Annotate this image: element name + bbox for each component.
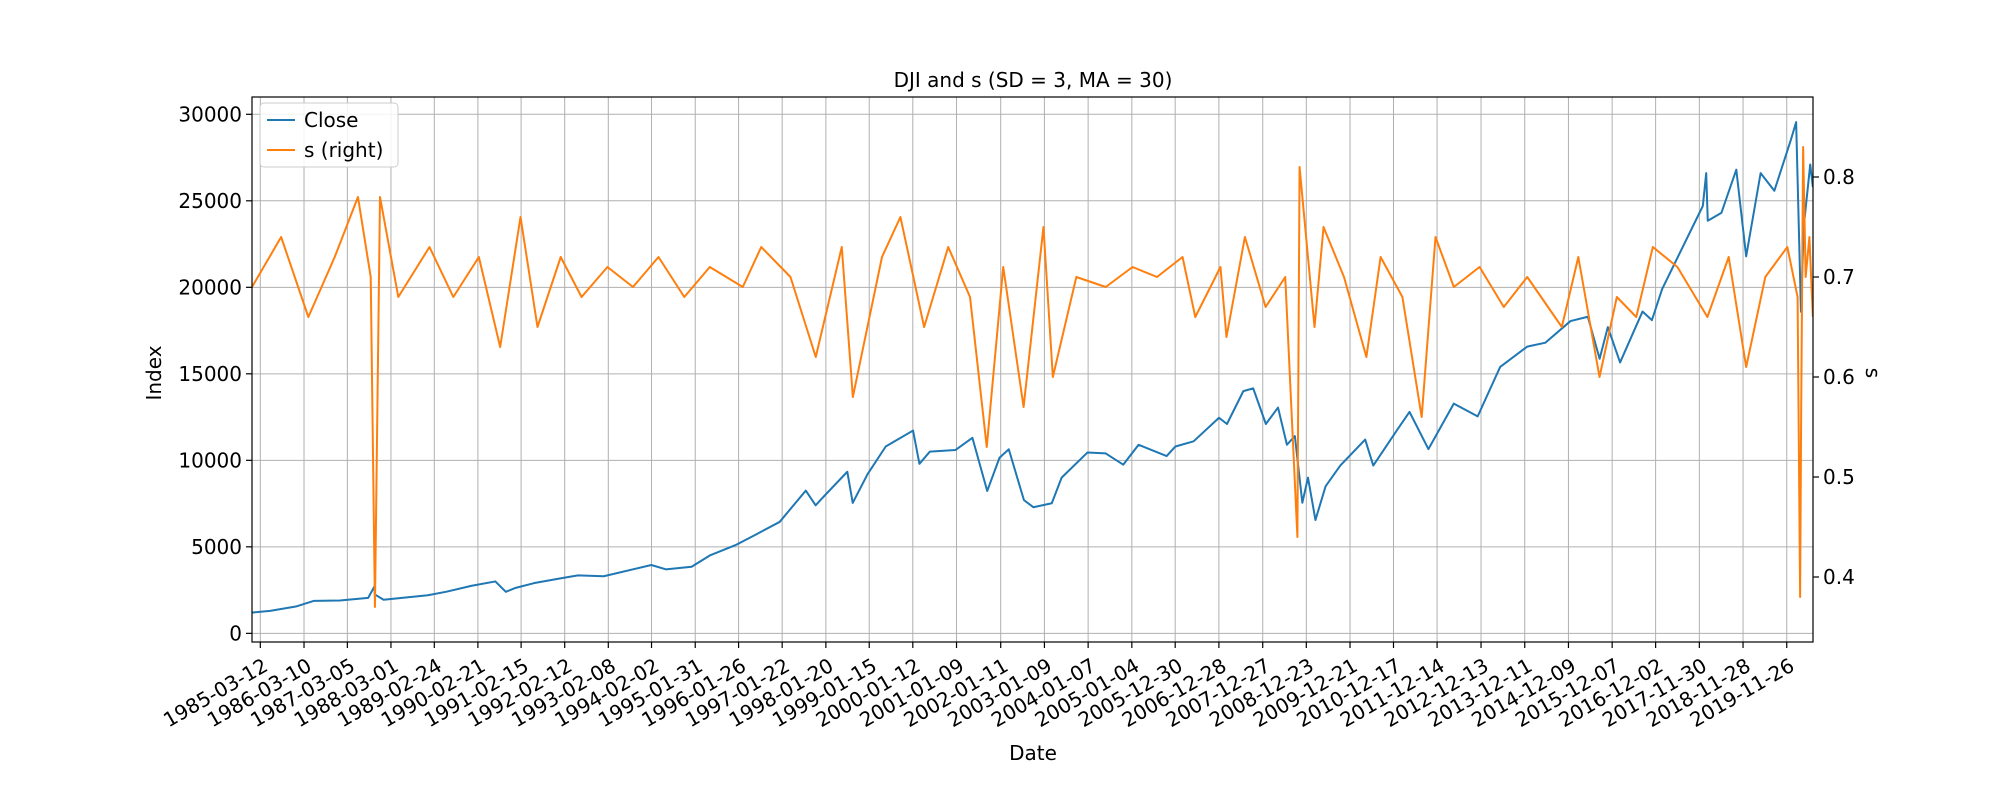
y-right-tick-label: 0.5 <box>1823 465 1855 489</box>
x-axis: 1985-03-121986-03-101987-03-051988-03-01… <box>159 642 1798 732</box>
y-right-tick-label: 0.7 <box>1823 265 1855 289</box>
series-layer <box>252 121 1813 614</box>
y-left-tick-label: 30000 <box>178 102 242 126</box>
legend-label-close: Close <box>304 108 358 132</box>
y-left-tick-label: 25000 <box>178 189 242 213</box>
x-axis-label: Date <box>1009 741 1057 765</box>
y-axis-label-left: Index <box>142 345 166 400</box>
plot-frame <box>251 96 1814 643</box>
legend-label-s: s (right) <box>304 138 383 162</box>
y-right-tick-label: 0.8 <box>1823 165 1855 189</box>
y-axis-left: 0 5000 10000 15000 20000 25000 30000 <box>178 102 252 645</box>
y-left-tick-label: 15000 <box>178 362 242 386</box>
y-left-tick-label: 10000 <box>178 448 242 472</box>
y-left-tick-label: 0 <box>229 621 242 645</box>
y-right-tick-label: 0.4 <box>1823 565 1855 589</box>
y-axis-label-right: s <box>1861 368 1885 378</box>
y-right-tick-label: 0.6 <box>1823 365 1855 389</box>
y-axis-right: 0.4 0.5 0.6 0.7 0.8 <box>1813 165 1855 589</box>
chart-title: DJI and s (SD = 3, MA = 30) <box>894 68 1173 92</box>
legend: Close s (right) <box>259 102 399 168</box>
series-line-close <box>252 121 1813 614</box>
y-left-tick-label: 20000 <box>178 275 242 299</box>
series-line-s <box>252 146 1813 608</box>
grid <box>252 97 1813 642</box>
y-left-tick-label: 5000 <box>191 535 242 559</box>
